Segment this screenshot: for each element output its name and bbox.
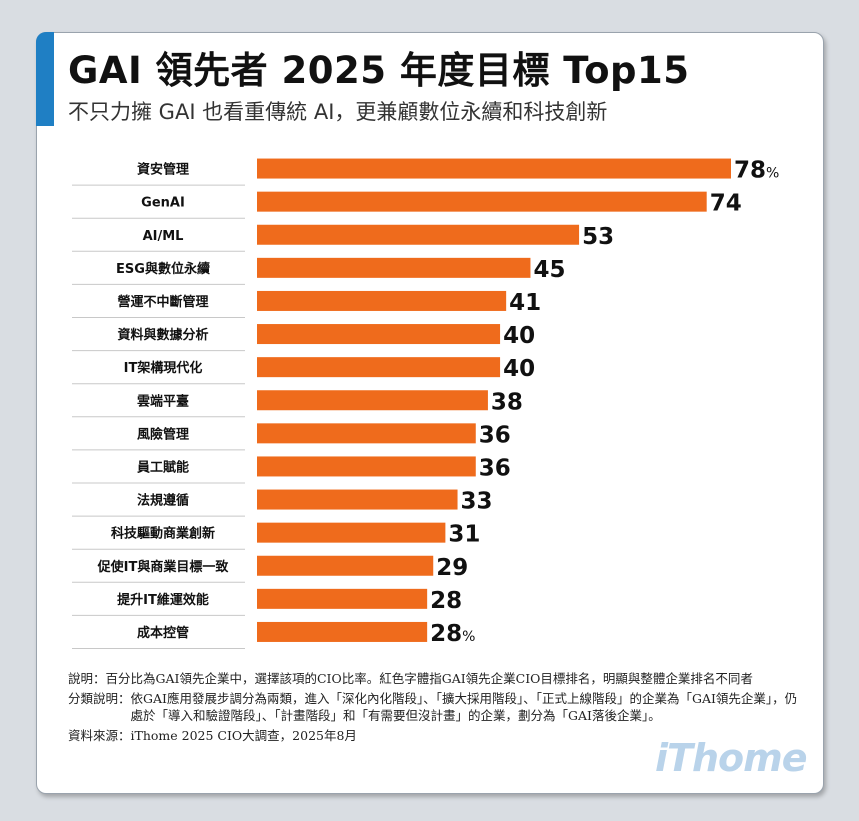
category-label: 員工賦能	[136, 459, 189, 475]
bar	[257, 324, 501, 345]
explanation-note: 說明： 百分比為GAI領先企業中，選擇該項的CIO比率。紅色字體指GAI領先企業…	[68, 670, 798, 687]
category-label: IT架構現代化	[124, 360, 203, 376]
value-label: 36	[479, 455, 511, 481]
ithome-logo: iThome	[655, 736, 807, 780]
category-label: 風險管理	[137, 426, 189, 442]
category-label: GenAI	[141, 196, 185, 211]
bar	[257, 588, 428, 609]
source-note: 資料來源：iThome 2025 CIO大調查，2025年8月	[68, 728, 357, 743]
classification-text: 依GAI應用發展步調分為兩類，進入「深化內化階段」、「擴大採用階段」、「正式上線…	[130, 691, 798, 723]
bar	[257, 357, 501, 378]
value-label: 53	[582, 224, 614, 250]
bar	[257, 522, 446, 543]
value-label: 28	[430, 588, 462, 614]
value-label: 78%	[734, 158, 779, 184]
value-label: 40	[503, 356, 535, 382]
footnotes: 說明： 百分比為GAI領先企業中，選擇該項的CIO比率。紅色字體指GAI領先企業…	[68, 670, 798, 744]
chart-subtitle: 不只力擁 GAI 也看重傳統 AI，更兼顧數位永續和科技創新	[68, 100, 608, 124]
category-label: 資安管理	[137, 162, 189, 178]
classification-label: 分類說明：	[68, 691, 131, 706]
category-label: 營運不中斷管理	[117, 294, 208, 310]
value-label: 38	[491, 389, 523, 415]
bar	[257, 158, 731, 179]
explanation-label: 說明：	[68, 671, 106, 686]
bar	[257, 456, 476, 477]
value-label: 41	[509, 290, 541, 316]
chart-title: GAI 領先者 2025 年度目標 Top15	[68, 49, 690, 92]
bar	[257, 621, 428, 642]
bar	[257, 390, 488, 411]
bar	[257, 257, 531, 278]
title-accent-bar	[36, 32, 54, 126]
category-label: ESG與數位永續	[116, 261, 210, 277]
category-label: AI/ML	[143, 229, 184, 244]
category-label: 成本控管	[137, 625, 189, 641]
value-label: 33	[461, 489, 493, 515]
value-label: 74	[710, 191, 742, 217]
bar	[257, 423, 476, 444]
category-label: 雲端平臺	[137, 393, 189, 409]
category-label: 資料與數據分析	[117, 327, 208, 343]
value-label: 36	[479, 422, 511, 448]
bar	[257, 489, 458, 510]
category-label: 科技驅動商業創新	[111, 526, 215, 542]
classification-note: 分類說明： 依GAI應用發展步調分為兩類，進入「深化內化階段」、「擴大採用階段」…	[68, 690, 798, 724]
bar	[257, 191, 707, 212]
bar	[257, 290, 507, 311]
bar	[257, 555, 434, 576]
value-label: 28%	[430, 621, 475, 647]
value-label: 45	[533, 257, 565, 283]
value-label: 31	[448, 522, 480, 548]
category-label: 促使IT與商業目標一致	[97, 559, 230, 575]
category-label: 法規遵循	[137, 493, 189, 509]
category-label: 提升IT維運效能	[117, 592, 209, 608]
value-label: 40	[503, 323, 535, 349]
explanation-text: 百分比為GAI領先企業中，選擇該項的CIO比率。紅色字體指GAI領先企業CIO目…	[105, 671, 753, 686]
bar	[257, 224, 580, 245]
value-label: 29	[436, 555, 468, 581]
